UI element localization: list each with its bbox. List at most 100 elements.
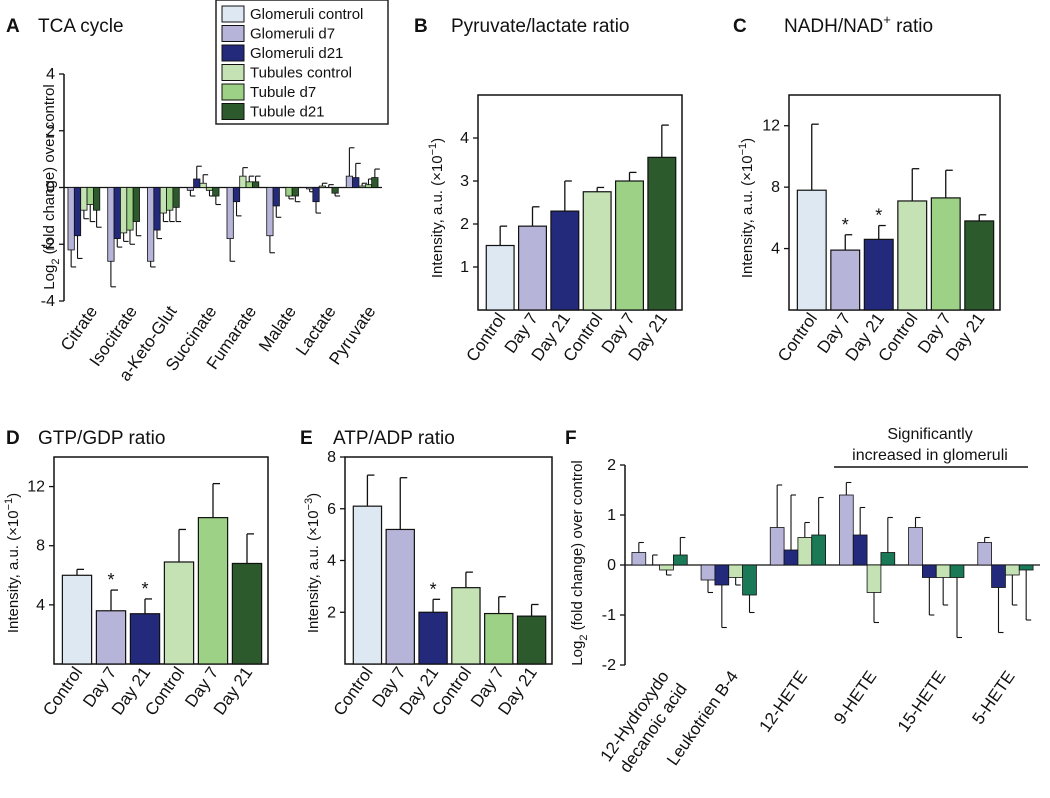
panel-e-y-axis-label: Intensity, a.u. (×10−3) — [303, 493, 322, 633]
legend-swatch — [221, 5, 245, 23]
panel-c-axes: 4 8 12 — [762, 94, 1001, 311]
panel-A-bar — [205, 187, 214, 191]
panel-b-title: Pyruvate/lactate ratio — [451, 16, 629, 37]
panel-C-bar — [796, 189, 827, 311]
panel-F-bar — [673, 554, 688, 566]
panel-e-axes: 2 4 6 8 — [327, 449, 553, 665]
panel-F-category-label: 15-HETE — [894, 667, 950, 735]
panel-F-bar — [700, 564, 716, 581]
panel-d-gtp-gdp: D GTP/GDP ratio Intensity, a.u. (×10−1) … — [3, 428, 269, 719]
panel-C-bar — [930, 197, 961, 311]
panel-e-title: ATP/ADP ratio — [333, 428, 455, 449]
panel-D-category-label: Control — [39, 663, 86, 719]
panel-B-bar — [485, 244, 515, 311]
panel-F-bar — [783, 549, 799, 566]
panel-A-bar — [364, 184, 373, 188]
panel-label-f: F — [565, 428, 577, 449]
panel-F-bar — [949, 564, 965, 578]
panel-e-bars: * — [352, 474, 547, 665]
panel-D-significance-star: * — [107, 570, 114, 590]
panel-B-bar — [647, 156, 677, 311]
panel-E-y-tick-label: 4 — [327, 553, 336, 570]
panel-A-bar — [312, 187, 320, 203]
panel-a-y-axis-label: Log2 (fold change) over control — [41, 84, 62, 289]
legend-item-label: Glomeruli d21 — [250, 45, 343, 62]
panel-E-y-tick-label: 8 — [327, 449, 336, 466]
panel-B-bar — [614, 180, 645, 311]
legend-item-label: Tubule d21 — [250, 104, 325, 121]
panel-A-bar — [226, 187, 234, 239]
legend-swatch — [221, 83, 245, 101]
panel-E-bar — [516, 615, 547, 665]
panel-F-y-tick-label: -2 — [602, 657, 616, 674]
panel-A-bar — [172, 187, 180, 208]
panel-a-bars — [67, 147, 380, 288]
panel-F-category-label: 9-HETE — [830, 667, 880, 727]
panel-c-bars: * * — [796, 123, 995, 311]
panel-E-bar — [385, 528, 415, 665]
panel-E-bar — [484, 612, 514, 665]
panel-d-axes: 4 8 12 — [27, 456, 269, 665]
panel-a-category-labels: CitrateIsocitratea-Keto-GlutSuccinateFum… — [57, 302, 380, 384]
panel-b-y-axis-label: Intensity, a.u. (×10−1) — [427, 138, 446, 278]
panel-f-hete: F Log2 (fold change) over control Signif… — [565, 426, 1040, 776]
panel-e-atp-adp: E ATP/ADP ratio Intensity, a.u. (×10−3) … — [300, 428, 553, 719]
panel-F-category-label: 5-HETE — [968, 667, 1018, 727]
panel-c-y-axis-label: Intensity, a.u. (×10−1) — [737, 138, 756, 278]
panel-A-bar — [153, 187, 161, 231]
panel-F-bar — [866, 564, 882, 593]
panel-A-bar — [159, 187, 167, 214]
panel-D-bar — [197, 517, 229, 665]
panel-A-bar — [266, 187, 274, 237]
panel-A-y-tick-label: -4 — [41, 293, 55, 310]
panel-A-bar — [352, 177, 360, 188]
panel-F-bar — [742, 564, 757, 596]
panel-A-bar — [199, 182, 207, 188]
panel-E-significance-star: * — [430, 579, 437, 599]
panel-A-bar — [358, 185, 366, 188]
panel-F-bar — [728, 564, 743, 578]
panel-B-bar — [517, 225, 548, 311]
panel-E-bar — [418, 611, 448, 665]
panel-A-bar — [193, 178, 201, 188]
panel-C-y-tick-label: 12 — [762, 118, 780, 135]
panel-E-bar — [352, 505, 383, 665]
panel-A-bar — [252, 181, 260, 188]
panel-E-bar — [451, 587, 481, 665]
panel-D-y-tick-label: 4 — [36, 597, 45, 614]
panel-C-y-tick-label: 4 — [771, 241, 780, 258]
panel-A-bar — [345, 175, 353, 188]
panel-b-axes: 1 2 3 4 — [460, 94, 683, 311]
panel-f-annotation-line2: increased in glomeruli — [852, 447, 1008, 464]
panel-A-bar — [331, 187, 339, 194]
panel-f-y-axis-label: Log2 (fold change) over control — [569, 460, 590, 665]
panel-label-e: E — [300, 428, 313, 449]
panel-C-bar — [863, 238, 894, 311]
panel-F-y-tick-label: 1 — [607, 507, 616, 524]
panel-F-bar — [811, 534, 826, 566]
panel-A-bar — [73, 187, 82, 237]
panel-F-bar — [977, 542, 992, 566]
panel-F-y-tick-label: -1 — [602, 607, 616, 624]
panel-B-y-tick-label: 1 — [460, 259, 469, 276]
panel-c-title: NADH/NAD+ ratio — [784, 12, 933, 37]
panel-f-bars — [631, 481, 1034, 639]
panel-F-bar — [922, 564, 937, 578]
panel-F-bar — [714, 564, 730, 586]
legend-swatch — [221, 103, 245, 120]
panel-F-bar — [769, 527, 785, 566]
panel-label-c: C — [733, 16, 747, 37]
panel-F-bar — [1005, 564, 1020, 576]
panel-d-title: GTP/GDP ratio — [38, 428, 165, 449]
panel-F-category-label: 12-HETE — [756, 667, 812, 735]
panel-B-y-tick-label: 2 — [460, 216, 469, 233]
panel-d-bars: * * — [61, 482, 263, 665]
panel-F-bar — [1018, 564, 1034, 571]
panel-F-bar — [908, 527, 923, 566]
panel-label-a: A — [6, 16, 20, 37]
panel-F-bar — [935, 564, 951, 578]
panel-B-bar — [582, 191, 612, 311]
panel-E-y-tick-label: 6 — [327, 501, 336, 518]
panel-C-significance-star: * — [875, 206, 882, 226]
